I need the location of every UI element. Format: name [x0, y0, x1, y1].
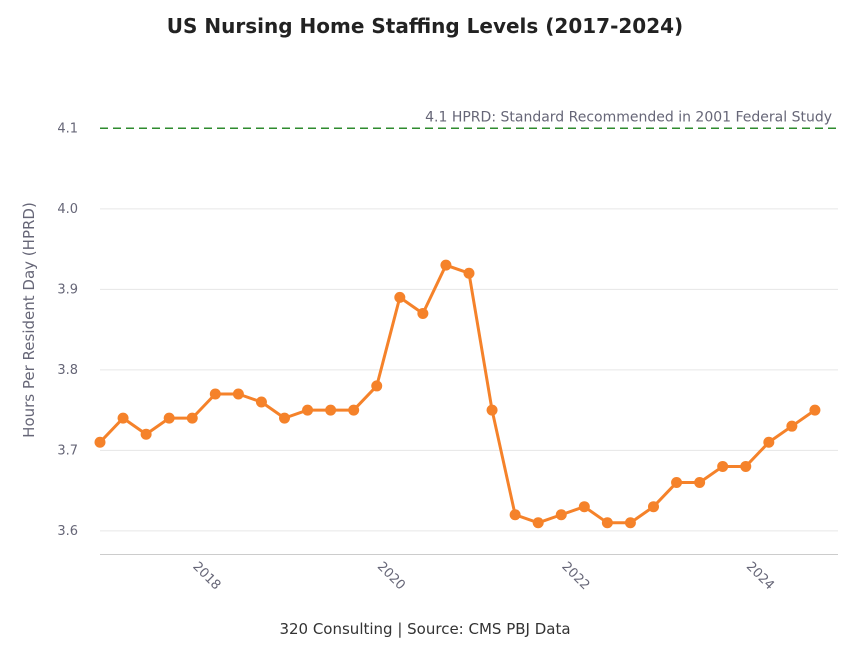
reference-line-label: 4.1 HPRD: Standard Recommended in 2001 F…	[425, 109, 832, 125]
data-point	[671, 477, 683, 489]
data-point	[163, 412, 175, 424]
data-point	[232, 388, 244, 400]
y-tick-label: 4.1	[57, 121, 78, 136]
source-caption: 320 Consulting | Source: CMS PBJ Data	[279, 620, 570, 638]
data-point	[302, 404, 314, 416]
data-point	[601, 517, 613, 529]
data-point	[325, 404, 337, 416]
x-tick-label: 2022	[558, 559, 592, 593]
y-axis-label: Hours Per Resident Day (HPRD)	[20, 202, 38, 438]
data-point	[209, 388, 221, 400]
data-point	[555, 509, 567, 521]
y-tick-label: 3.8	[57, 363, 78, 378]
data-point	[509, 509, 521, 521]
data-point	[186, 412, 198, 424]
data-point	[809, 404, 821, 416]
y-tick-label: 4.0	[57, 202, 78, 217]
data-point	[717, 460, 729, 472]
data-point	[486, 404, 498, 416]
data-point	[578, 501, 590, 513]
data-point	[279, 412, 290, 424]
x-tick-label: 2020	[374, 559, 408, 593]
y-tick-label: 3.7	[57, 443, 78, 458]
chart-title: US Nursing Home Staffing Levels (2017-20…	[167, 14, 683, 38]
data-point	[786, 420, 798, 432]
reference-line-group: 4.1 HPRD: Standard Recommended in 2001 F…	[100, 109, 838, 130]
x-tick-labels: 2018 2020 2022 2024	[189, 559, 777, 593]
data-point	[463, 267, 475, 279]
y-tick-label: 3.6	[57, 524, 78, 539]
data-point	[371, 380, 383, 392]
data-point	[348, 404, 360, 416]
y-tick-labels: 3.6 3.7 3.8 3.9 4.0 4.1	[57, 121, 78, 539]
data-point	[763, 436, 775, 448]
grid	[100, 208, 838, 555]
data-point	[740, 460, 752, 472]
data-point	[394, 291, 406, 303]
data-point	[94, 436, 106, 448]
data-point	[694, 477, 706, 489]
data-point	[140, 428, 152, 440]
data-point	[255, 396, 267, 408]
data-point	[624, 517, 636, 529]
series-line	[98, 263, 817, 525]
series-group	[94, 259, 821, 529]
x-tick-label: 2024	[743, 559, 777, 593]
data-point	[117, 412, 129, 424]
y-tick-label: 3.9	[57, 282, 78, 297]
data-point	[648, 501, 659, 513]
x-tick-label: 2018	[189, 559, 223, 593]
data-point	[532, 517, 544, 529]
data-point	[417, 307, 429, 319]
data-point	[440, 259, 452, 271]
